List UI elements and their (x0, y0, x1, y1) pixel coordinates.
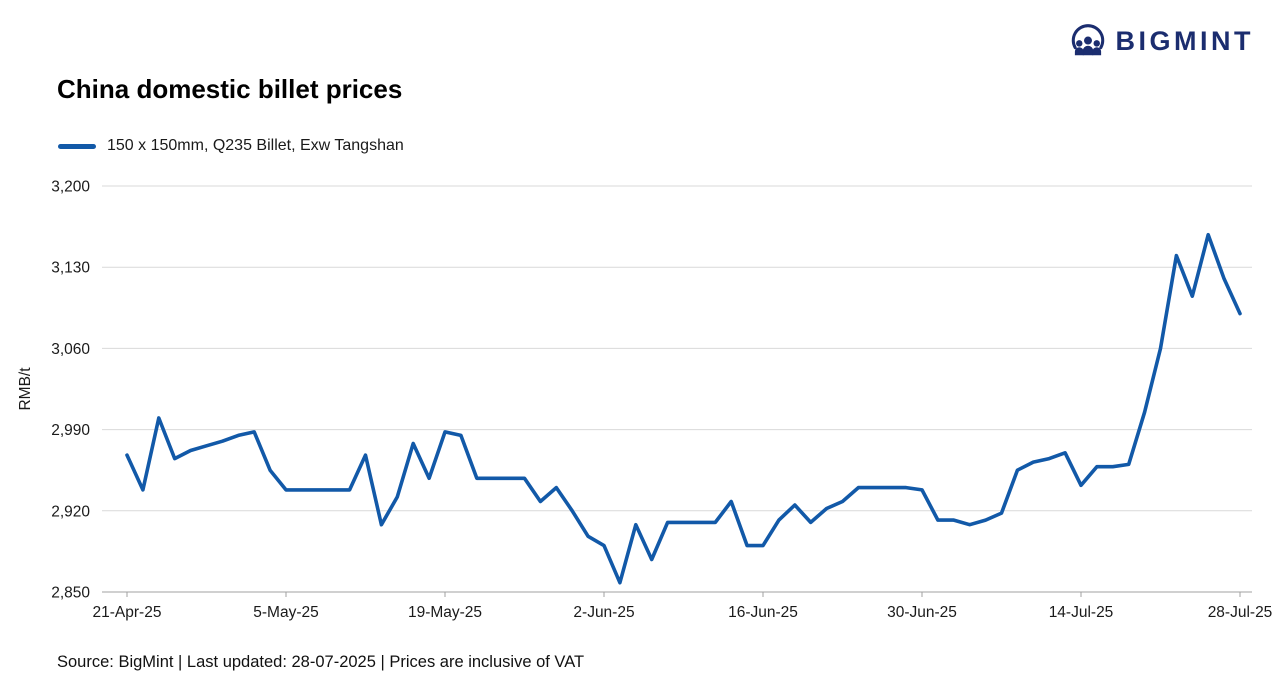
y-tick-label: 2,990 (51, 422, 90, 439)
legend: 150 x 150mm, Q235 Billet, Exw Tangshan (58, 137, 404, 155)
y-axis-title: RMB/t (17, 367, 34, 411)
bigmint-logo-icon (1071, 24, 1104, 56)
x-tick-label: 21-Apr-25 (93, 604, 162, 621)
legend-label: 150 x 150mm, Q235 Billet, Exw Tangshan (107, 137, 404, 154)
x-tick-label: 14-Jul-25 (1049, 604, 1114, 621)
x-tick-label: 2-Jun-25 (573, 604, 634, 621)
price-line (125, 232, 1242, 585)
y-tick-label: 3,060 (51, 341, 90, 358)
x-tick-label: 30-Jun-25 (887, 604, 957, 621)
bigmint-logo-text: BIGMINT (1115, 25, 1254, 56)
x-tick-label: 16-Jun-25 (728, 604, 798, 621)
x-tick-label: 28-Jul-25 (1208, 604, 1273, 621)
bigmint-logo: BIGMINT (1069, 22, 1255, 60)
x-tick-label: 19-May-25 (408, 604, 482, 621)
source-note: Source: BigMint | Last updated: 28-07-20… (57, 653, 585, 671)
y-tick-label: 2,920 (51, 503, 90, 520)
y-tick-label: 2,850 (51, 585, 90, 602)
page-title: China domestic billet prices (57, 74, 403, 104)
x-tick-label: 5-May-25 (253, 604, 318, 621)
price-chart: 2,850 2,920 2,990 3,060 3,130 3,200 21-Apr-25 5… (17, 179, 1273, 622)
legend-line-swatch (58, 143, 96, 149)
y-tick-label: 3,130 (51, 260, 90, 277)
y-tick-label: 3,200 (51, 179, 90, 196)
